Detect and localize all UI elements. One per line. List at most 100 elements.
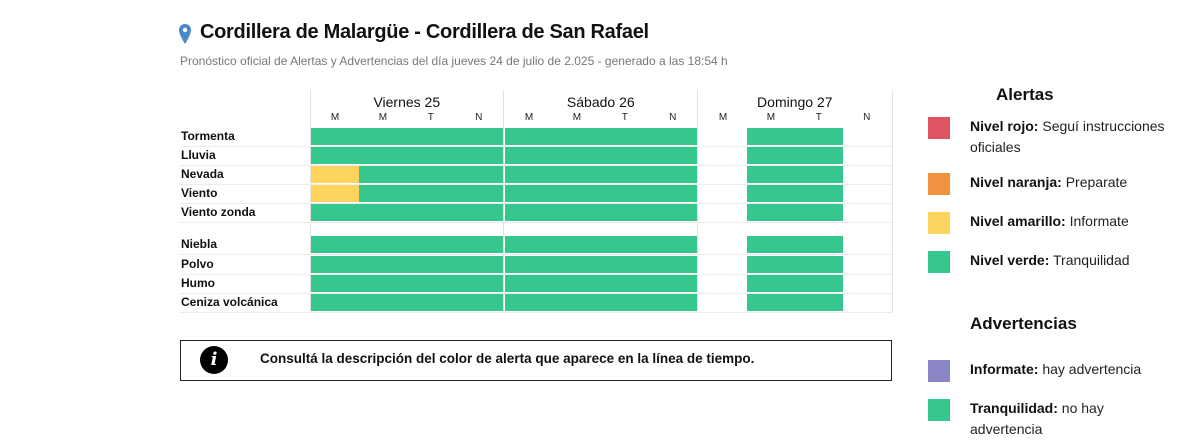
alert-cell-verde: [600, 204, 650, 221]
alert-cell-verde: [358, 204, 408, 221]
page-title: Cordillera de Malargüe - Cordillera de S…: [200, 21, 649, 43]
alert-cell-verde: [600, 185, 650, 202]
time-slot-label: M: [330, 112, 340, 123]
legend-alertas-title: Alertas: [996, 85, 1054, 104]
row-divider: [180, 202, 892, 204]
alert-cell-verde: [505, 294, 554, 311]
alert-cell-verde: [406, 185, 456, 202]
alert-cell-verde: [746, 275, 796, 292]
time-slot-label: T: [621, 112, 628, 123]
alert-cell-verde: [648, 204, 698, 221]
alert-cell-verde: [454, 236, 504, 253]
alert-cell-amarillo: [311, 185, 360, 202]
alert-cell-verde: [600, 147, 650, 164]
alert-cell-verde: [552, 294, 602, 311]
alert-cell-verde: [358, 236, 408, 253]
column-divider: [697, 90, 698, 313]
alert-cell-amarillo: [311, 166, 360, 183]
alert-cell-verde: [552, 185, 602, 202]
phenomenon-label: Polvo: [181, 257, 214, 271]
time-slot-label: N: [863, 112, 871, 123]
legend-advertencia-verde-swatch: [928, 399, 950, 421]
alert-cell-verde: [505, 236, 554, 253]
legend-advertencias-title: Advertencias: [970, 314, 1077, 333]
alert-cell-verde: [358, 185, 408, 202]
row-divider: [180, 253, 892, 255]
alert-cell-verde: [406, 275, 456, 292]
column-divider: [503, 90, 504, 313]
legend-alerta-verde-text: Nivel verde: Tranquilidad: [970, 252, 1130, 268]
alert-cell-verde: [454, 128, 504, 145]
alert-cell-verde: [406, 128, 456, 145]
alert-cell-verde: [648, 236, 698, 253]
legend-advertencia-verde-text: Tranquilidad: no hay advertencia: [970, 400, 1104, 437]
column-divider: [310, 90, 311, 313]
time-slot-label: M: [524, 112, 534, 123]
alert-cell-verde: [600, 294, 650, 311]
alert-timeline: Viernes 25 M M T N Sábado 26 M M T N Domingo 27 M M T…: [180, 90, 893, 313]
alert-cell-verde: [794, 294, 844, 311]
legend-alerta-amarillo-text: Nivel amarillo: Informate: [970, 213, 1129, 229]
alert-cell-verde: [406, 147, 456, 164]
day-header: Domingo 27: [757, 94, 833, 110]
alert-cell-verde: [794, 236, 844, 253]
alert-cell-verde: [746, 185, 796, 202]
alert-cell-verde: [311, 256, 360, 273]
alert-cell-verde: [794, 185, 844, 202]
day-header: Sábado 26: [566, 94, 635, 110]
alert-cell-verde: [794, 166, 844, 183]
alert-cell-verde: [406, 236, 456, 253]
alert-cell-verde: [794, 204, 844, 221]
alert-cell-verde: [358, 256, 408, 273]
legend-alerta-verde-swatch: [928, 251, 950, 273]
alert-cell-verde: [454, 256, 504, 273]
row-divider: [180, 311, 892, 313]
alert-cell-verde: [454, 204, 504, 221]
alert-cell-verde: [746, 204, 796, 221]
alert-cell-verde: [358, 294, 408, 311]
legend-alerta-naranja-swatch: [928, 173, 950, 195]
alert-cell-verde: [746, 294, 796, 311]
alert-cell-verde: [311, 147, 360, 164]
alert-cell-verde: [311, 204, 360, 221]
alert-cell-verde: [454, 275, 504, 292]
alert-cell-verde: [505, 204, 554, 221]
phenomenon-label: Viento: [181, 186, 218, 200]
map-pin-icon: [179, 24, 191, 44]
alert-cell-verde: [311, 128, 360, 145]
alert-cell-verde: [648, 294, 698, 311]
alert-cell-verde: [505, 256, 554, 273]
alert-cell-verde: [600, 166, 650, 183]
legend-alerta-rojo-swatch: [928, 117, 950, 139]
alert-cell-verde: [648, 147, 698, 164]
alert-cell-verde: [552, 256, 602, 273]
legend-alerta-amarillo-swatch: [928, 212, 950, 234]
alert-cell-verde: [552, 236, 602, 253]
alert-cell-verde: [746, 128, 796, 145]
alert-cell-verde: [505, 185, 554, 202]
legend-alerta-naranja-text: Nivel naranja: Preparate: [970, 174, 1128, 190]
alert-cell-verde: [358, 166, 408, 183]
column-divider: [892, 90, 893, 313]
alert-cell-verde: [746, 256, 796, 273]
time-slot-label: T: [815, 112, 822, 123]
time-slot-label: M: [572, 112, 582, 123]
time-slot-label: N: [669, 112, 677, 123]
alert-cell-verde: [505, 275, 554, 292]
info-box: [180, 340, 892, 381]
phenomenon-label: Viento zonda: [181, 205, 256, 219]
row-divider: [180, 292, 892, 294]
alert-cell-verde: [746, 166, 796, 183]
alert-cell-verde: [600, 275, 650, 292]
alert-cell-verde: [358, 275, 408, 292]
phenomenon-label: Nevada: [181, 167, 224, 181]
alert-cell-verde: [648, 256, 698, 273]
legend-alerta-rojo-text: Nivel rojo: Seguí instrucciones oficiale…: [970, 118, 1165, 155]
alert-cell-verde: [794, 256, 844, 273]
time-slot-label: M: [378, 112, 388, 123]
alert-cell-verde: [600, 128, 650, 145]
alert-cell-verde: [311, 294, 360, 311]
alert-cell-verde: [505, 147, 554, 164]
phenomenon-label: Tormenta: [181, 129, 235, 143]
alert-cell-verde: [552, 275, 602, 292]
